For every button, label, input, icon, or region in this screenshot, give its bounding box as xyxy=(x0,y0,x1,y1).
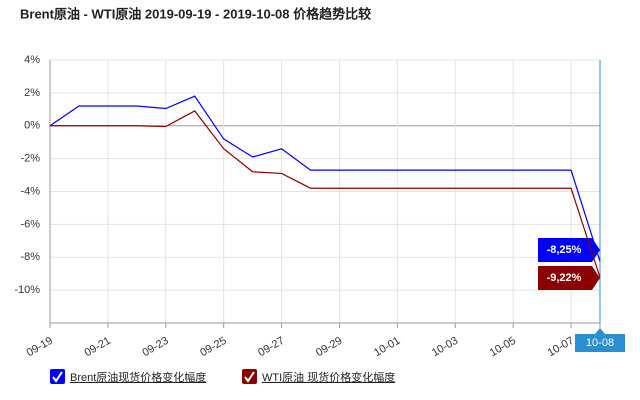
value-label: -8,25% xyxy=(547,244,582,256)
series-line xyxy=(49,95,601,262)
legend-check xyxy=(244,371,255,383)
x-tick-label: 09-25 xyxy=(198,335,228,359)
y-tick-label: 0% xyxy=(24,120,40,132)
value-label: -9,22% xyxy=(547,272,582,284)
y-tick-label: -4% xyxy=(20,185,40,197)
x-tick-label: 10-08 xyxy=(586,337,614,349)
x-tick-label: 10-01 xyxy=(372,335,402,359)
y-tick-label: -2% xyxy=(20,153,40,165)
value-label-box xyxy=(538,238,600,262)
chart-title: Brent原油 - WTI原油 2019-09-19 - 2019-10-08 … xyxy=(20,6,371,21)
value-label-box xyxy=(538,266,600,290)
legend-label[interactable]: WTI原油 现货价格变化幅度 xyxy=(262,370,395,384)
y-tick-label: 2% xyxy=(24,87,40,99)
legend-label[interactable]: Brent原油现货价格变化幅度 xyxy=(70,370,206,384)
legend-item[interactable]: WTI原油 现货价格变化幅度 xyxy=(242,369,395,384)
x-tick-label: 09-23 xyxy=(140,335,170,359)
legend-checkbox[interactable] xyxy=(242,369,257,384)
y-tick-label: -10% xyxy=(14,284,40,296)
series-line xyxy=(50,110,601,278)
legend-checkbox[interactable] xyxy=(50,369,65,384)
legend-item[interactable]: Brent原油现货价格变化幅度 xyxy=(50,369,206,384)
x-tick-label: 10-05 xyxy=(488,335,518,359)
y-tick-label: -6% xyxy=(20,218,40,230)
x-tick-label: 10-07 xyxy=(546,335,576,359)
y-tick-label: -8% xyxy=(20,251,40,263)
y-tick-label: 4% xyxy=(24,54,40,66)
x-tick-label: 10-03 xyxy=(430,335,460,359)
x-label-highlight xyxy=(575,328,625,352)
x-tick-label: 09-29 xyxy=(314,335,344,359)
legend-check xyxy=(52,371,63,383)
x-tick-label: 09-19 xyxy=(25,335,55,359)
x-tick-label: 09-27 xyxy=(256,335,286,359)
x-tick-label: 09-21 xyxy=(82,335,112,359)
